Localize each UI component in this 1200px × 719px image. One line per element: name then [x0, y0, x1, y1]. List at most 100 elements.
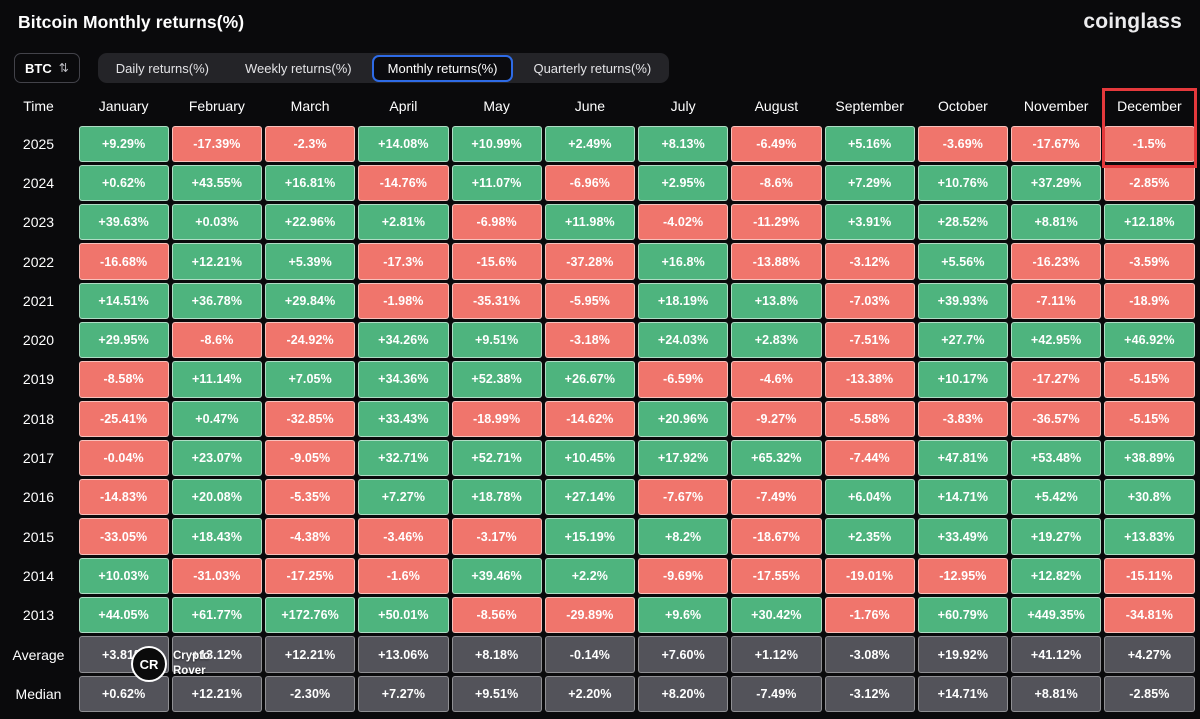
return-cell: +34.36%	[358, 361, 449, 398]
return-cell: -6.59%	[638, 361, 729, 398]
col-header-july: July	[670, 98, 696, 114]
top-bar: Bitcoin Monthly returns(%) coinglass	[0, 0, 1200, 44]
col-header-march: March	[290, 98, 330, 114]
return-cell: -3.83%	[917, 400, 1008, 437]
return-cell: -2.85%	[1104, 164, 1195, 202]
return-cell: +20.96%	[638, 400, 729, 437]
symbol-select[interactable]: BTC ⇅	[14, 53, 80, 83]
updown-arrows-icon: ⇅	[58, 61, 69, 75]
table-row: 2025 +9.29% -17.39% -2.3% +14.08% +10.99% +2.4…	[0, 124, 1196, 163]
return-cell: +34.26%	[358, 321, 449, 359]
return-cell: +18.78%	[451, 479, 542, 516]
return-cell: -7.03%	[824, 282, 915, 319]
col-header-february: February	[188, 98, 245, 114]
return-cell: -36.57%	[1011, 400, 1102, 437]
return-cell: +23.07%	[171, 439, 262, 477]
return-cell: +8.13%	[638, 125, 729, 162]
return-cell: -7.49%	[731, 675, 822, 712]
crypto-rover-watermark: CR Crypto Rover	[131, 646, 210, 682]
tab-quarterly-returns[interactable]: Quarterly returns(%)	[533, 60, 652, 76]
return-cell: -1.6%	[358, 557, 449, 595]
return-cell: +38.89%	[1104, 439, 1195, 477]
return-cell: +2.2%	[544, 557, 635, 595]
return-cell: -18.99%	[451, 400, 542, 437]
return-cell: +10.17%	[917, 361, 1008, 398]
table-header-row: Time January February March April May June July…	[0, 88, 1196, 124]
return-cell: -31.03%	[171, 557, 262, 595]
return-cell: +14.08%	[358, 125, 449, 162]
return-cell: +2.83%	[731, 321, 822, 359]
return-cell: +26.67%	[544, 361, 635, 398]
return-cell: -3.12%	[824, 243, 915, 280]
return-cell: +16.8%	[638, 243, 729, 280]
return-cell: -8.56%	[451, 597, 542, 634]
row-label-2013: 2013	[22, 607, 55, 624]
return-cell: +53.48%	[1011, 439, 1102, 477]
tab-monthly-returns[interactable]: Monthly returns(%)	[371, 54, 514, 82]
return-cell: -14.83%	[78, 479, 169, 516]
table-row: Median +0.62% +12.21% -2.30% +7.27% +9.51% +2.…	[0, 674, 1196, 713]
table-row: 2018 -25.41% +0.47% -32.85% +33.43% -18.99% -1…	[0, 399, 1196, 438]
return-cell: +14.51%	[78, 282, 169, 319]
return-cell: +7.27%	[358, 479, 449, 516]
crypto-rover-logo-icon: CR	[131, 646, 167, 682]
return-cell: +46.92%	[1104, 321, 1195, 359]
return-cell: +5.42%	[1011, 479, 1102, 516]
return-cell: +27.14%	[544, 479, 635, 516]
return-cell: +43.55%	[171, 164, 262, 202]
return-cell: -17.67%	[1011, 125, 1102, 162]
monthly-returns-table: Time January February March April May June July…	[0, 88, 1196, 713]
row-label-median: Median	[15, 685, 62, 702]
return-cell: -4.02%	[638, 204, 729, 241]
return-cell: -8.58%	[78, 361, 169, 398]
return-cell: +28.52%	[917, 204, 1008, 241]
row-label-2017: 2017	[22, 450, 55, 467]
return-cell: -3.59%	[1104, 243, 1195, 280]
tab-weekly-returns[interactable]: Weekly returns(%)	[244, 60, 352, 76]
return-cell: +13.83%	[1104, 518, 1195, 555]
return-cell: +0.47%	[171, 400, 262, 437]
return-cell: +12.21%	[171, 675, 262, 712]
return-cell: -12.95%	[917, 557, 1008, 595]
return-cell: -37.28%	[544, 243, 635, 280]
return-cell: -11.29%	[731, 204, 822, 241]
return-cell: -24.92%	[265, 321, 356, 359]
return-cell: +9.6%	[638, 597, 729, 634]
return-cell: -13.88%	[731, 243, 822, 280]
table-row: 2021 +14.51% +36.78% +29.84% -1.98% -35.31% -5…	[0, 281, 1196, 320]
table-row: 2024 +0.62% +43.55% +16.81% -14.76% +11.07% -6…	[0, 163, 1196, 202]
return-cell: +2.20%	[544, 675, 635, 712]
table-row: 2013 +44.05% +61.77% +172.76% +50.01% -8.56% -…	[0, 596, 1196, 635]
return-cell: +11.98%	[544, 204, 635, 241]
return-cell: +37.29%	[1011, 164, 1102, 202]
row-label-2018: 2018	[22, 410, 55, 427]
return-cell: +10.76%	[917, 164, 1008, 202]
table-row: 2016 -14.83% +20.08% -5.35% +7.27% +18.78% +27…	[0, 478, 1196, 517]
return-cell: -5.15%	[1104, 361, 1195, 398]
return-cell: +60.79%	[917, 597, 1008, 634]
return-cell: +1.12%	[731, 636, 822, 673]
return-cell: -6.49%	[731, 125, 822, 162]
return-cell: +18.43%	[171, 518, 262, 555]
return-cell: +16.81%	[265, 164, 356, 202]
return-cell: -9.69%	[638, 557, 729, 595]
return-cell: +8.2%	[638, 518, 729, 555]
return-cell: +61.77%	[171, 597, 262, 634]
row-label-2016: 2016	[22, 489, 55, 506]
return-cell: -33.05%	[78, 518, 169, 555]
col-header-september: September	[835, 98, 904, 114]
col-header-time: Time	[23, 98, 54, 114]
return-cell: +10.99%	[451, 125, 542, 162]
return-cell: +12.21%	[265, 636, 356, 673]
col-header-january: January	[98, 98, 149, 114]
return-cell: -7.51%	[824, 321, 915, 359]
return-cell: -3.12%	[824, 675, 915, 712]
table-row: 2019 -8.58% +11.14% +7.05% +34.36% +52.38% +26…	[0, 360, 1196, 399]
return-cell: -17.39%	[171, 125, 262, 162]
tab-daily-returns[interactable]: Daily returns(%)	[115, 60, 209, 76]
return-cell: +13.12%	[171, 636, 262, 673]
watermark-text: Crypto Rover	[173, 649, 210, 679]
return-cell: +13.8%	[731, 282, 822, 319]
return-cell: -5.35%	[265, 479, 356, 516]
return-cell: +19.27%	[1011, 518, 1102, 555]
